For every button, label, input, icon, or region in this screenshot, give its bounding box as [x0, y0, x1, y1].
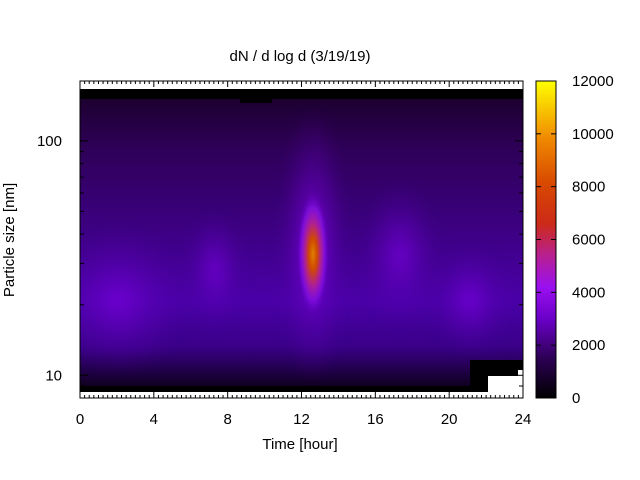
chart-title: dN / d log d (3/19/19) [230, 48, 371, 65]
colorbar-tick-label: 4000 [572, 284, 605, 301]
heatmap-plot-area [80, 89, 523, 392]
x-tick-label: 0 [76, 411, 84, 428]
x-tick-label: 24 [515, 411, 532, 428]
heatmap-lobe-evening [430, 245, 510, 355]
colorbar-tick-label: 8000 [572, 179, 605, 196]
x-tick-label: 16 [367, 411, 384, 428]
colorbar-tick-label: 10000 [572, 126, 614, 143]
heatmap-top-dark-notch [240, 97, 272, 103]
x-axis-ticks: 0 4 8 12 16 20 24 [76, 81, 532, 428]
heatmap-peak [297, 192, 329, 316]
y-axis-ticks: 10 100 [37, 133, 523, 399]
colorbar-tick-label: 0 [572, 390, 580, 407]
heatmap-missing-data [488, 370, 523, 392]
y-tick-label: 10 [45, 367, 62, 384]
y-tick-label: 100 [37, 133, 62, 150]
colorbar-tick-label: 2000 [572, 337, 605, 354]
y-axis-label: Particle size [nm] [1, 183, 18, 297]
heatmap-top-dark-strip [80, 89, 523, 99]
heatmap-lobe-morning [80, 225, 188, 375]
colorbar-tick-label: 6000 [572, 232, 605, 249]
x-tick-label: 8 [223, 411, 231, 428]
x-tick-label: 20 [441, 411, 458, 428]
heatmap-bottom-dark-strip [80, 386, 523, 392]
x-axis-label: Time [hour] [262, 436, 337, 453]
x-tick-label: 4 [150, 411, 158, 428]
heatmap-lobe-afternoon [360, 180, 440, 330]
colorbar-tick-label: 12000 [572, 73, 614, 90]
colorbar-ticks: 0 2000 4000 6000 8000 10000 12000 [536, 73, 614, 407]
x-tick-label: 12 [293, 411, 310, 428]
heatmap-lobe-midday [185, 210, 245, 330]
